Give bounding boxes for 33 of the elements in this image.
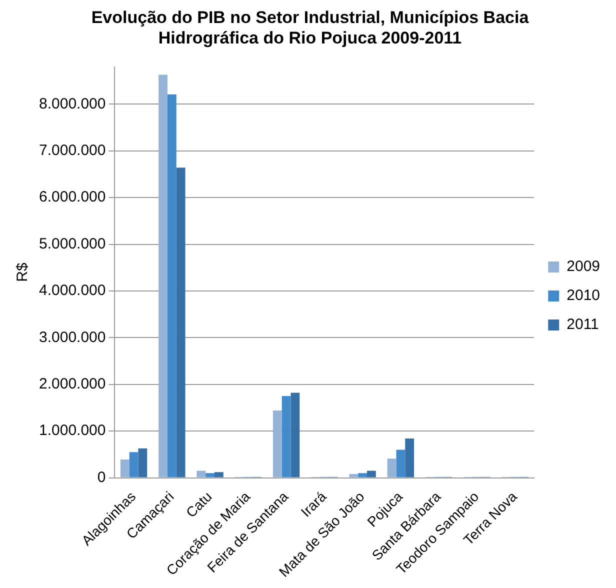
legend-label: 2009 <box>566 258 600 276</box>
bar <box>206 473 214 478</box>
y-tick-label: 4.000.000 <box>38 282 106 300</box>
bar <box>214 472 224 478</box>
bar <box>138 448 148 478</box>
chart-title: Evolução do PIB no Setor Industrial, Municípios Bacia Hidrográfica do Rio Pojuca 2009-2011 <box>91 8 530 48</box>
y-tick-label: 0 <box>97 468 106 486</box>
bar <box>272 410 282 478</box>
y-tick-label: 1.000.000 <box>38 422 106 440</box>
bar <box>405 438 414 478</box>
bar <box>358 473 368 478</box>
bar <box>349 474 358 478</box>
y-tick-label: 5.000.000 <box>38 235 106 252</box>
bar <box>176 168 186 478</box>
bar <box>396 450 406 478</box>
bar <box>290 392 300 478</box>
y-tick-label: 8.000.000 <box>38 95 106 112</box>
legend-label: 2010 <box>566 287 600 304</box>
bar <box>120 460 130 478</box>
bar <box>196 470 206 478</box>
y-tick-label: 6.000.000 <box>38 188 106 206</box>
y-tick-label: 7.000.000 <box>38 142 106 160</box>
bar <box>367 470 376 478</box>
y-tick-label: 3.000.000 <box>38 328 106 346</box>
y-axis-title: R$ <box>14 262 32 282</box>
bar <box>158 74 168 478</box>
y-tick-label: 2.000.000 <box>38 376 106 393</box>
x-tick-label: Catu <box>182 488 215 520</box>
bar <box>387 458 396 478</box>
bar <box>129 452 138 478</box>
legend-label: 2011 <box>566 316 599 334</box>
bar <box>282 396 291 478</box>
bar <box>167 94 176 478</box>
